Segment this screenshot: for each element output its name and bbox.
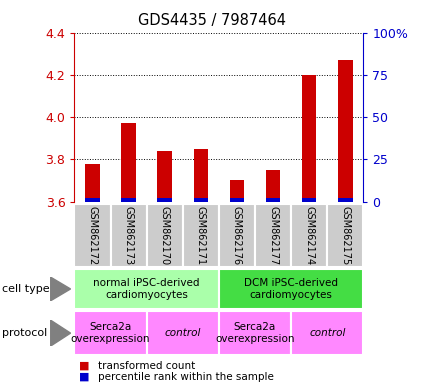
Text: protocol: protocol — [2, 328, 47, 338]
Text: Serca2a
overexpression: Serca2a overexpression — [71, 322, 150, 344]
Bar — [338, 198, 352, 202]
Text: ■: ■ — [79, 361, 89, 371]
Bar — [266, 198, 280, 202]
Bar — [183, 204, 219, 267]
Text: control: control — [164, 328, 201, 338]
Bar — [193, 198, 208, 202]
Text: GDS4435 / 7987464: GDS4435 / 7987464 — [139, 13, 286, 28]
Bar — [230, 198, 244, 202]
Text: normal iPSC-derived
cardiomyocytes: normal iPSC-derived cardiomyocytes — [94, 278, 200, 300]
Bar — [147, 311, 219, 355]
Text: GSM862173: GSM862173 — [124, 206, 133, 265]
Bar — [302, 75, 316, 202]
Bar — [219, 204, 255, 267]
Bar — [327, 204, 363, 267]
Text: GSM862170: GSM862170 — [160, 206, 170, 265]
Bar — [74, 311, 147, 355]
Bar — [291, 204, 327, 267]
Bar — [147, 204, 183, 267]
Text: GSM862177: GSM862177 — [268, 205, 278, 265]
Bar — [122, 124, 136, 202]
Text: ■: ■ — [79, 372, 89, 382]
Text: GSM862176: GSM862176 — [232, 206, 242, 265]
Bar — [291, 311, 363, 355]
Bar — [85, 164, 99, 202]
Bar — [193, 149, 208, 202]
Bar — [266, 170, 280, 202]
Text: Serca2a
overexpression: Serca2a overexpression — [215, 322, 295, 344]
Text: GSM862174: GSM862174 — [304, 206, 314, 265]
Bar — [122, 198, 136, 202]
Bar — [110, 204, 147, 267]
Bar — [157, 151, 172, 202]
Bar — [219, 311, 291, 355]
Text: DCM iPSC-derived
cardiomyocytes: DCM iPSC-derived cardiomyocytes — [244, 278, 338, 300]
Bar — [157, 198, 172, 202]
Text: cell type: cell type — [2, 284, 50, 294]
Bar — [338, 60, 352, 202]
Bar — [219, 269, 363, 309]
Bar — [230, 180, 244, 202]
Text: percentile rank within the sample: percentile rank within the sample — [98, 372, 274, 382]
Text: transformed count: transformed count — [98, 361, 195, 371]
Polygon shape — [50, 277, 71, 301]
Text: GSM862171: GSM862171 — [196, 206, 206, 265]
Bar — [302, 198, 316, 202]
Bar — [255, 204, 291, 267]
Bar — [74, 204, 110, 267]
Text: GSM862175: GSM862175 — [340, 205, 350, 265]
Polygon shape — [50, 320, 71, 346]
Text: GSM862172: GSM862172 — [88, 205, 97, 265]
Bar — [74, 269, 219, 309]
Text: control: control — [309, 328, 346, 338]
Bar — [85, 198, 99, 202]
